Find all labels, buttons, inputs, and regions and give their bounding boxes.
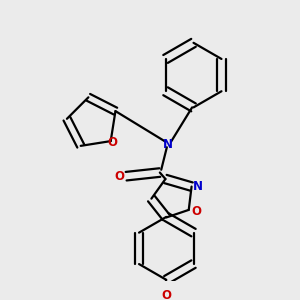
Text: O: O bbox=[161, 289, 171, 300]
Text: O: O bbox=[192, 205, 202, 218]
Text: O: O bbox=[114, 170, 124, 183]
Text: N: N bbox=[193, 180, 203, 193]
Text: N: N bbox=[163, 138, 173, 151]
Text: O: O bbox=[107, 136, 117, 149]
